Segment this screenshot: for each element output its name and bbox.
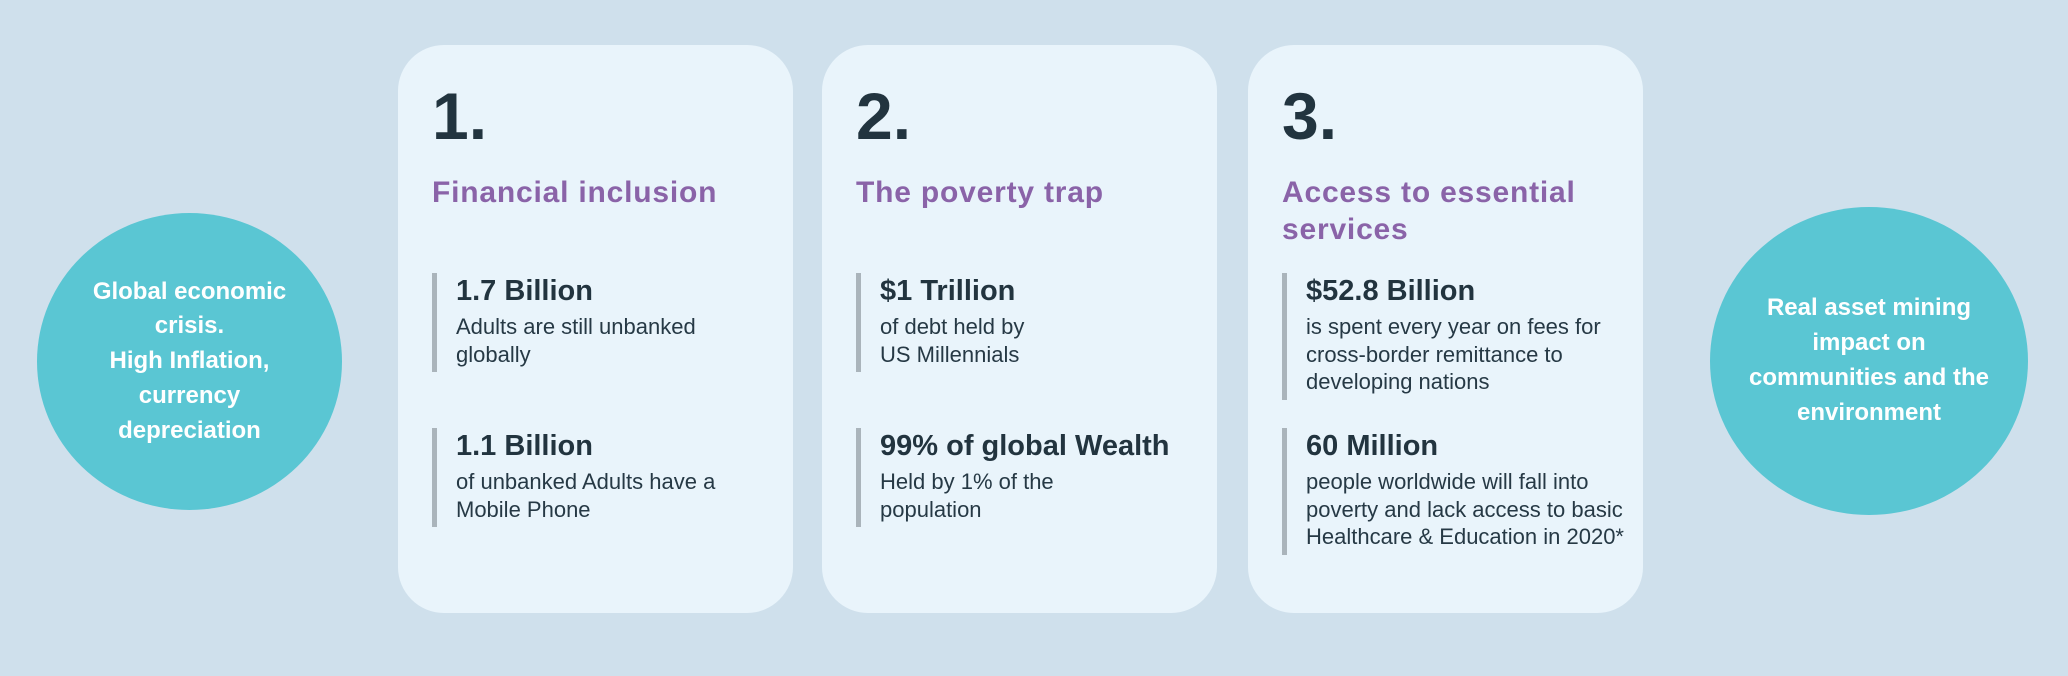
stat-value: $52.8 Billion: [1306, 275, 1476, 307]
right-circle-text: Real asset mining impact on communities …: [1748, 294, 1990, 426]
stat-description: is spent every year on fees for cross-bo…: [1306, 314, 1601, 395]
card-3-number: 3.: [1282, 79, 1338, 153]
card-3-stat-1: $52.8 Billion is spent every year on fee…: [1282, 273, 1627, 400]
stat-description: of unbanked Adults have a Mobile Phone: [456, 469, 716, 522]
stat-value: 99% of global Wealth: [880, 430, 1170, 462]
stat-description: Adults are still unbanked globally: [456, 314, 696, 367]
stat-value: $1 Trillion: [880, 275, 1016, 307]
card-1-number: 1.: [432, 79, 488, 153]
card-2-stat-2: 99% of global Wealth Held by 1% of the p…: [856, 428, 1201, 528]
stat-value: 1.7 Billion: [456, 275, 593, 307]
stat-value: 1.1 Billion: [456, 430, 593, 462]
card-access-essential-services: 3. Access to essential services $52.8 Bi…: [1248, 45, 1643, 613]
card-3-title: Access to essential services: [1282, 176, 1576, 246]
stat-description: of debt held by US Millennials: [880, 314, 1025, 367]
card-1-stat-1: 1.7 Billion Adults are still unbanked gl…: [432, 273, 777, 373]
left-circle-text: Global economic crisis. High Inflation, …: [92, 277, 287, 444]
card-1-title: Financial inclusion: [432, 176, 718, 209]
right-context-circle: Real asset mining impact on communities …: [1710, 207, 2028, 515]
card-2-stat-1: $1 Trillion of debt held by US Millennia…: [856, 273, 1201, 373]
stat-value: 60 Million: [1306, 430, 1439, 462]
card-2-number: 2.: [856, 79, 912, 153]
card-financial-inclusion: 1. Financial inclusion 1.7 Billion Adult…: [398, 45, 793, 613]
stat-description: people worldwide will fall into poverty …: [1306, 469, 1624, 550]
card-3-stat-2: 60 Million people worldwide will fall in…: [1282, 428, 1627, 555]
stat-description: Held by 1% of the population: [880, 469, 1054, 522]
card-poverty-trap: 2. The poverty trap $1 Trillion of debt …: [822, 45, 1217, 613]
card-2-title: The poverty trap: [856, 176, 1104, 209]
left-context-circle: Global economic crisis. High Inflation, …: [37, 213, 342, 510]
card-1-stat-2: 1.1 Billion of unbanked Adults have a Mo…: [432, 428, 777, 528]
